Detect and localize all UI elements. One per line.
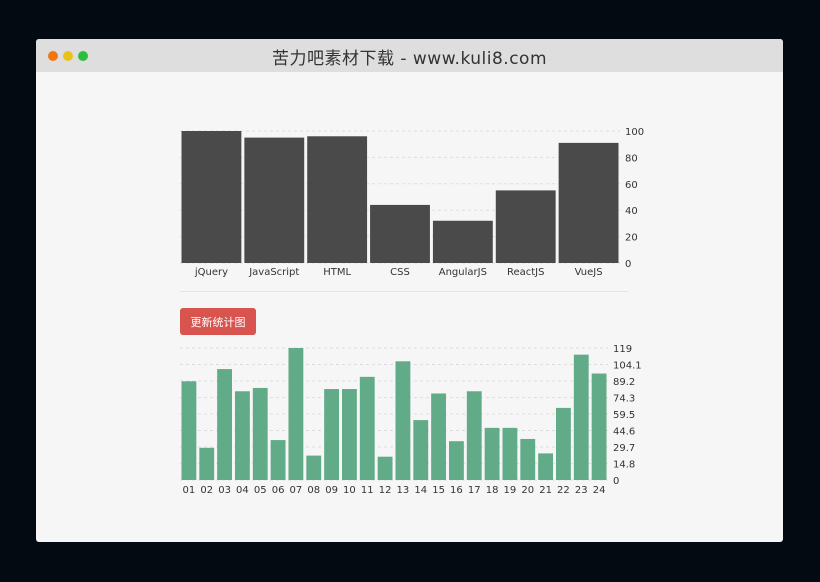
- y-tick-label: 100: [625, 127, 644, 138]
- bar[interactable]: [573, 354, 589, 480]
- bar[interactable]: [288, 348, 304, 480]
- bar[interactable]: [270, 440, 286, 480]
- x-tick-label: 20: [521, 485, 534, 496]
- maximize-window-dot-icon[interactable]: [78, 51, 88, 61]
- y-tick-label: 104.1: [613, 361, 642, 372]
- bar[interactable]: [306, 455, 322, 480]
- bar[interactable]: [432, 220, 493, 263]
- x-tick-label: 04: [236, 485, 249, 496]
- chart-divider: [180, 291, 628, 292]
- bar[interactable]: [307, 136, 368, 263]
- y-tick-label: 20: [625, 233, 638, 244]
- x-tick-label: jQuery: [194, 267, 228, 278]
- x-tick-label: 10: [343, 485, 356, 496]
- bar[interactable]: [466, 391, 482, 480]
- y-tick-label: 0: [625, 259, 631, 270]
- x-tick-label: ReactJS: [507, 267, 545, 278]
- close-window-dot-icon[interactable]: [48, 51, 58, 61]
- x-tick-label: 03: [218, 485, 231, 496]
- y-tick-label: 80: [625, 153, 638, 164]
- x-tick-label: JavaScript: [248, 267, 299, 278]
- y-tick-label: 14.8: [613, 460, 635, 471]
- y-tick-label: 119: [613, 344, 632, 355]
- bar[interactable]: [244, 137, 305, 263]
- y-tick-label: 60: [625, 180, 638, 191]
- y-tick-label: 40: [625, 206, 638, 217]
- y-tick-label: 44.6: [613, 427, 635, 438]
- x-tick-label: HTML: [323, 267, 351, 278]
- bar[interactable]: [370, 204, 430, 263]
- x-tick-label: 18: [486, 485, 499, 496]
- x-tick-label: 15: [432, 485, 445, 496]
- x-tick-label: 21: [539, 485, 552, 496]
- bar[interactable]: [484, 427, 500, 480]
- x-tick-label: 19: [504, 485, 517, 496]
- bar[interactable]: [181, 381, 197, 480]
- x-tick-label: 01: [183, 485, 196, 496]
- window-title: 苦力吧素材下载 - www.kuli8.com: [271, 49, 548, 69]
- bar[interactable]: [502, 427, 518, 480]
- x-tick-label: 13: [397, 485, 410, 496]
- update-chart-button[interactable]: 更新统计图: [180, 308, 256, 335]
- x-tick-label: CSS: [390, 267, 410, 278]
- bar[interactable]: [591, 373, 607, 480]
- hourly-bar-chart: 0 14.8 29.7 44.6 59.5 74.3 89.2 104.1 119 01 02 03 0…: [180, 344, 642, 499]
- y-tick-label: 59.5: [613, 410, 635, 421]
- bar[interactable]: [324, 389, 339, 480]
- bar[interactable]: [538, 453, 553, 480]
- bar[interactable]: [377, 456, 393, 480]
- minimize-window-dot-icon[interactable]: [63, 51, 73, 61]
- x-tick-label: 08: [307, 485, 320, 496]
- bar[interactable]: [449, 441, 464, 480]
- bar[interactable]: [181, 131, 242, 263]
- x-tick-label: 05: [254, 485, 267, 496]
- framework-bar-chart: 0 20 40 60 80 100 jQuery JavaScript HTML CSS Angul…: [180, 127, 644, 282]
- bar[interactable]: [495, 190, 556, 263]
- hourly-bar-chart-svg: 0 14.8 29.7 44.6 59.5 74.3 89.2 104.1 119 01 02 03 0…: [180, 344, 642, 496]
- bar[interactable]: [395, 361, 411, 480]
- x-tick-label: 14: [414, 485, 427, 496]
- y-tick-label: 89.2: [613, 377, 635, 388]
- bar[interactable]: [520, 438, 536, 480]
- x-tick-label: 11: [361, 485, 374, 496]
- title-bar: 苦力吧素材下载 - www.kuli8.com: [36, 39, 783, 72]
- y-tick-label: 29.7: [613, 443, 635, 454]
- bar[interactable]: [252, 387, 268, 480]
- x-tick-label: 23: [575, 485, 588, 496]
- x-tick-label: AngularJS: [439, 267, 487, 278]
- x-tick-label: 16: [450, 485, 463, 496]
- bar[interactable]: [342, 389, 357, 480]
- bar[interactable]: [413, 420, 429, 480]
- x-tick-label: 17: [468, 485, 481, 496]
- x-tick-label: VueJS: [575, 267, 603, 278]
- bar[interactable]: [431, 393, 446, 480]
- framework-bar-chart-svg: 0 20 40 60 80 100 jQuery JavaScript HTML CSS Angul…: [180, 127, 644, 278]
- x-tick-label: 24: [593, 485, 606, 496]
- bar[interactable]: [199, 447, 215, 480]
- y-tick-label: 0: [613, 476, 619, 487]
- x-tick-label: 12: [379, 485, 392, 496]
- bar[interactable]: [558, 142, 619, 263]
- browser-window: 苦力吧素材下载 - www.kuli8.com 0 20 40 60 80 100 jQue…: [36, 39, 783, 542]
- x-tick-label: 22: [557, 485, 570, 496]
- bar[interactable]: [556, 407, 571, 480]
- x-tick-label: 06: [272, 485, 285, 496]
- x-tick-label: 02: [200, 485, 213, 496]
- x-tick-label: 09: [325, 485, 338, 496]
- y-tick-label: 74.3: [613, 394, 635, 405]
- bar[interactable]: [359, 376, 375, 480]
- bar[interactable]: [235, 391, 250, 480]
- bar[interactable]: [217, 369, 232, 480]
- x-tick-label: 07: [290, 485, 303, 496]
